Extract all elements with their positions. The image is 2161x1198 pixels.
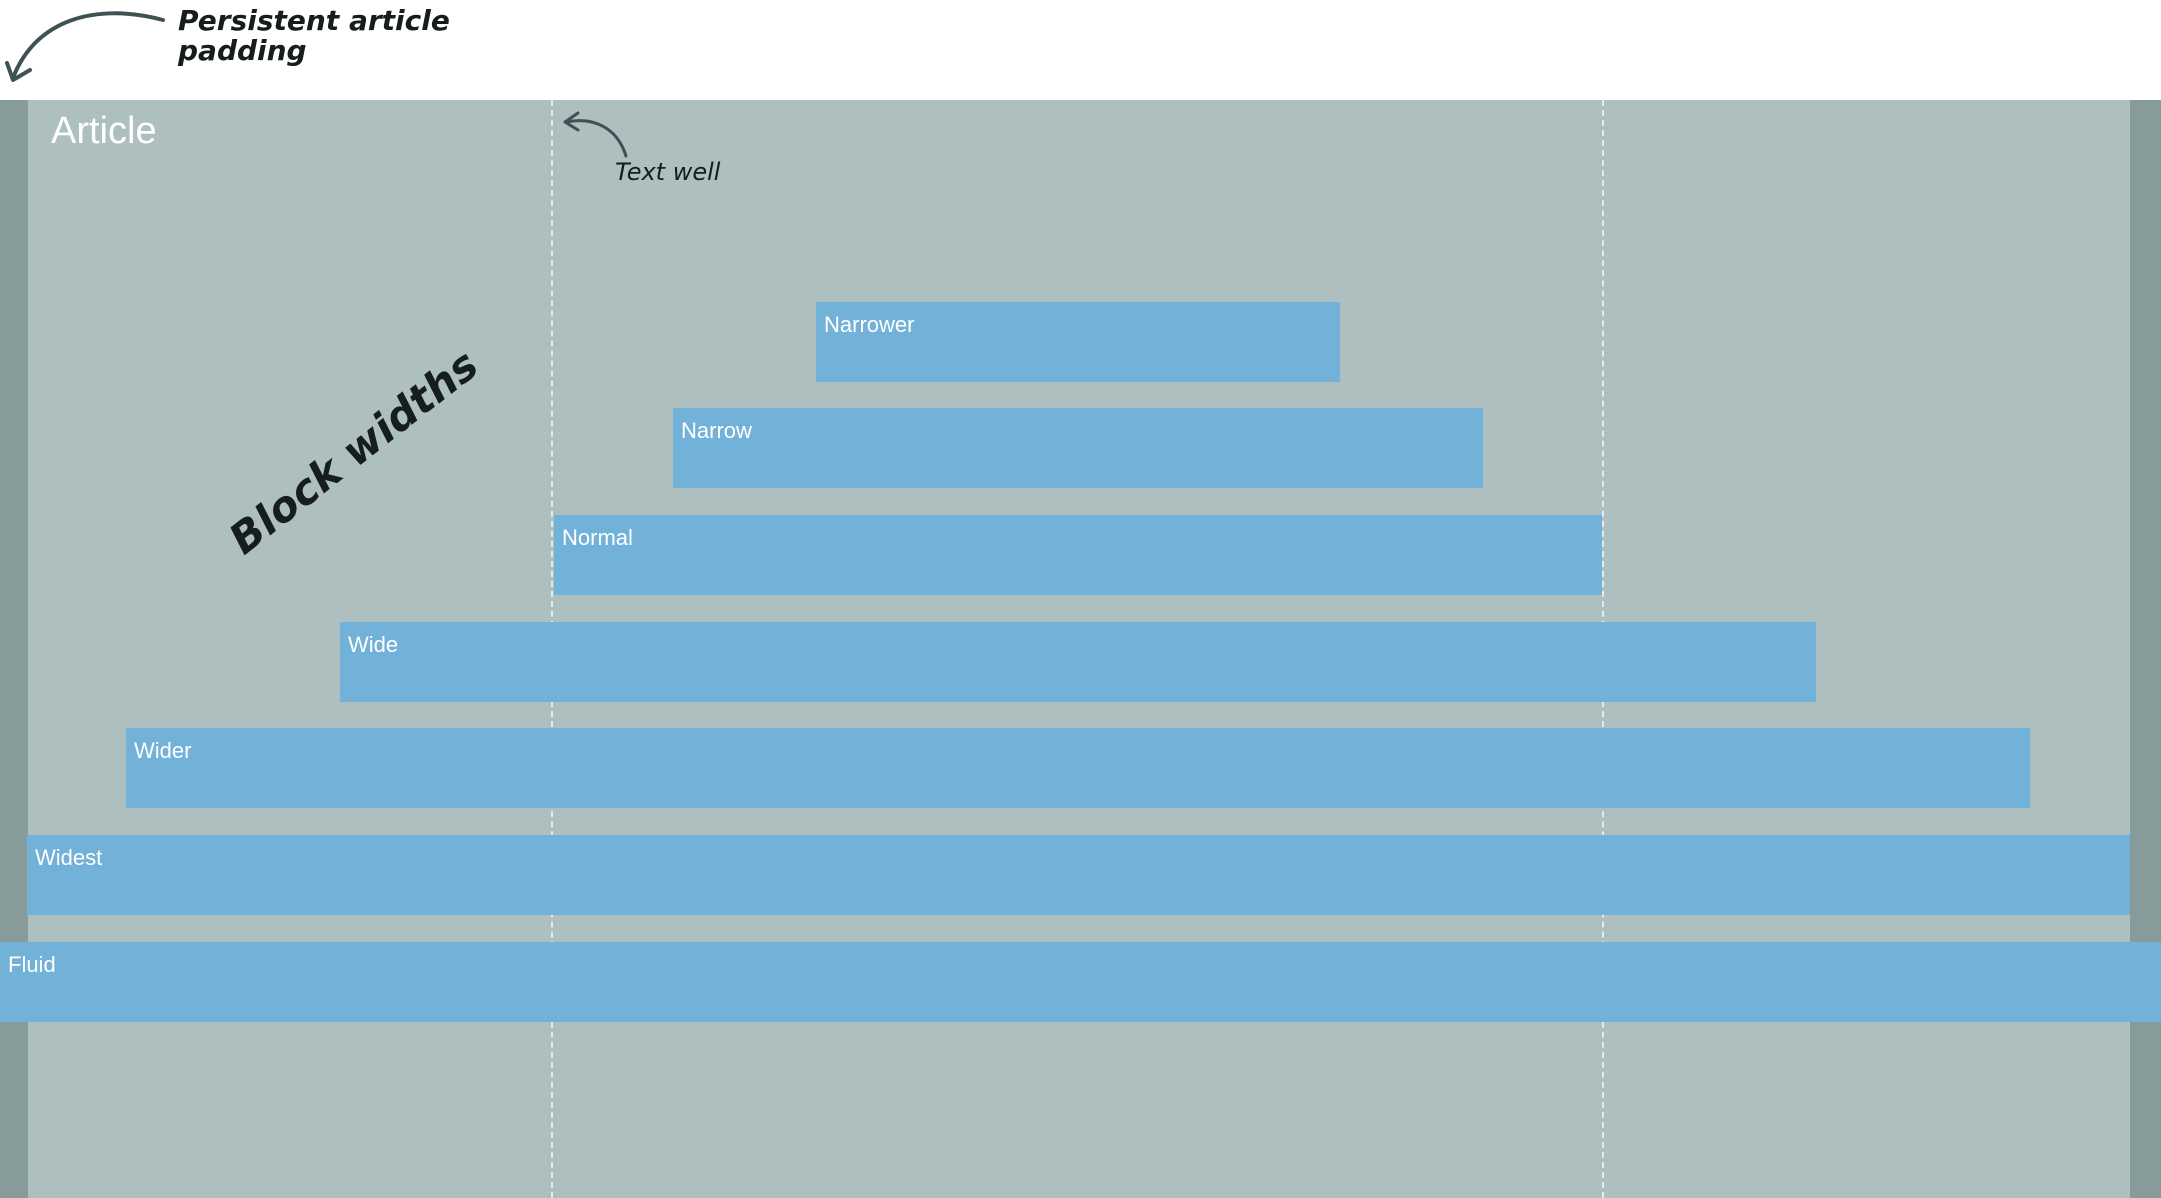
- block-fluid: Fluid: [0, 942, 2161, 1022]
- padding-arrow-head: [5, 61, 32, 82]
- block-narrower: Narrower: [816, 302, 1340, 382]
- block-wider: Wider: [126, 728, 2030, 808]
- block-label: Wider: [134, 738, 192, 763]
- block-label: Fluid: [8, 952, 56, 977]
- persistent-padding-note-line1: Persistent article: [178, 4, 450, 37]
- block-label: Narrower: [824, 312, 915, 337]
- padding-arrow-shaft: [11, 11, 165, 80]
- persistent-padding-note: Persistent article padding: [178, 4, 450, 68]
- block-label: Normal: [562, 525, 633, 550]
- text-well-arrow-head: [563, 111, 580, 132]
- text-well-note: Text well: [615, 158, 721, 186]
- persistent-padding-note-line2: padding: [178, 34, 307, 68]
- block-label: Wide: [348, 632, 399, 657]
- block-widest: Widest: [27, 835, 2130, 915]
- block-label: Narrow: [681, 418, 752, 443]
- block-label: Widest: [35, 845, 103, 870]
- block-narrow: Narrow: [673, 408, 1483, 488]
- text-well-arrow-shaft: [564, 119, 628, 158]
- block-normal: Normal: [554, 515, 1602, 595]
- article-title: Article: [51, 110, 157, 152]
- block-wide: Wide: [340, 622, 1816, 702]
